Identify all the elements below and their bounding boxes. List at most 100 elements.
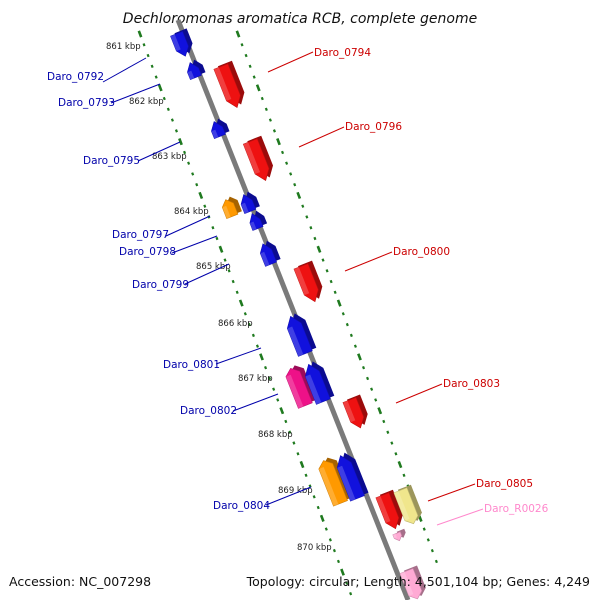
gene-daro-0802b xyxy=(304,361,335,405)
gene-daro-0793-highlight xyxy=(187,70,195,80)
gene-label-daro-0796[interactable]: Daro_0796 xyxy=(345,121,402,133)
gene-daro-r0026 xyxy=(393,484,422,525)
gene-bottom-pink-highlight xyxy=(400,571,414,596)
gene-label-daro-0793[interactable]: Daro_0793 xyxy=(58,97,115,109)
kbp-scale: 861 kbp 862 kbp 863 kbp 864 kbp 865 kbp 866 k… xyxy=(106,42,332,553)
gene-daro-0792-highlight xyxy=(170,34,181,52)
inner-track-tick xyxy=(319,514,325,522)
gene-daro-0800 xyxy=(293,260,323,303)
gene-daro-0805-highlight xyxy=(375,496,391,523)
kbp-label: 870 kbp xyxy=(297,543,332,553)
inner-track-tick xyxy=(255,344,259,348)
inner-track-tick xyxy=(272,387,276,391)
gene-daro-0804b-highlight xyxy=(337,465,356,502)
outer-track-tick xyxy=(361,365,366,370)
inner-track-tick xyxy=(195,182,199,187)
gene-label-daro-0804[interactable]: Daro_0804 xyxy=(213,500,270,512)
outer-track-tick xyxy=(422,527,426,531)
gene-label-daro-0794[interactable]: Daro_0794 xyxy=(314,47,371,59)
outer-track-tick xyxy=(341,312,345,316)
gene-daro-0792 xyxy=(170,28,193,57)
map-title: Dechloromonas aromatica RCB, complete ge… xyxy=(123,11,477,27)
gene-daro-0803 xyxy=(342,394,368,429)
gene-label-daro-0792[interactable]: Daro_0792 xyxy=(47,71,104,83)
outer-track-tick xyxy=(386,430,390,434)
leader-daro-0799 xyxy=(184,263,230,285)
gene-daro-0800-highlight xyxy=(294,267,310,296)
outer-track-tick xyxy=(276,138,281,146)
outer-track-tick xyxy=(235,30,241,38)
inner-track-tick xyxy=(154,75,158,79)
outer-track-tick xyxy=(382,419,386,424)
leader-daro-0796 xyxy=(298,126,345,148)
gene-label-daro-0801[interactable]: Daro_0801 xyxy=(163,359,220,371)
inner-track-tick xyxy=(218,245,224,253)
inner-track-tick xyxy=(316,505,320,510)
outer-track-tick xyxy=(293,182,297,187)
gene-label-daro-0799[interactable]: Daro_0799 xyxy=(132,279,189,291)
inner-track-tick xyxy=(191,172,195,176)
gene-label-daro-r0026[interactable]: Daro_R0026 xyxy=(484,503,549,515)
inner-track-tick xyxy=(324,527,328,531)
outer-track-tick xyxy=(272,129,276,133)
inner-track-tick xyxy=(288,430,292,434)
inner-track-tick xyxy=(276,398,280,402)
inner-track-tick xyxy=(251,333,255,338)
inner-track-tick xyxy=(187,161,191,165)
inner-track-tick xyxy=(349,591,353,596)
leader-daro-0793 xyxy=(110,83,161,104)
gene-label-daro-0798[interactable]: Daro_0798 xyxy=(119,246,176,258)
outer-track-tick xyxy=(374,398,378,402)
outer-track-tick xyxy=(301,204,305,208)
outer-track-tick xyxy=(426,538,430,542)
outer-track-tick xyxy=(366,376,370,381)
kbp-label: 868 kbp xyxy=(258,430,293,440)
leader-daro-0795 xyxy=(137,141,181,162)
inner-track-tick xyxy=(183,150,187,155)
gene-daro-0804b xyxy=(336,452,369,502)
outer-track-tick xyxy=(255,84,261,92)
gene-label-daro-0802[interactable]: Daro_0802 xyxy=(180,405,237,417)
outer-track-tick xyxy=(313,236,317,241)
inner-track-tick xyxy=(312,495,316,499)
outer-track-tick xyxy=(285,161,289,165)
outer-tick-track xyxy=(235,30,438,564)
inner-track-tick xyxy=(157,84,163,92)
leader-daro-0803 xyxy=(395,383,443,404)
gene-labels: Daro_0792 Daro_0793 Daro_0794 Daro_0795 Daro… xyxy=(47,47,549,515)
kbp-label: 862 kbp xyxy=(129,97,164,107)
outer-track-tick xyxy=(370,387,374,391)
gene-daro-0802a xyxy=(285,365,317,409)
outer-track-tick xyxy=(268,118,272,122)
inner-track-tick xyxy=(211,226,215,230)
inner-track-tick xyxy=(231,279,235,284)
outer-track-tick xyxy=(252,75,256,79)
outer-track-tick xyxy=(260,96,264,101)
gene-label-daro-0805[interactable]: Daro_0805 xyxy=(476,478,533,490)
gene-label-daro-0800[interactable]: Daro_0800 xyxy=(393,246,450,258)
gene-daro-0796-highlight xyxy=(243,142,260,174)
kbp-label: 864 kbp xyxy=(174,207,209,217)
inner-track-tick xyxy=(304,473,308,477)
inner-track-tick xyxy=(299,460,305,469)
outer-track-tick xyxy=(264,107,268,112)
inner-track-tick xyxy=(166,107,170,112)
outer-track-tick xyxy=(240,43,244,47)
inner-track-tick xyxy=(174,129,178,133)
inner-track-tick xyxy=(268,376,272,381)
outer-track-tick xyxy=(394,452,398,456)
inner-track-tick xyxy=(292,441,296,445)
kbp-label: 867 kbp xyxy=(238,374,273,384)
gene-label-daro-0803[interactable]: Daro_0803 xyxy=(443,378,500,390)
gene-label-daro-0797[interactable]: Daro_0797 xyxy=(112,229,169,241)
inner-track-tick xyxy=(332,548,336,553)
gene-label-daro-0795[interactable]: Daro_0795 xyxy=(83,155,140,167)
outer-track-tick xyxy=(430,548,434,553)
inner-track-tick xyxy=(215,236,219,241)
inner-track-tick xyxy=(137,30,143,38)
gene-daro-0798-highlight xyxy=(241,202,249,214)
leader-daro-0797 xyxy=(165,215,211,237)
accession-text: Accession: NC_007298 xyxy=(9,574,151,589)
inner-track-tick xyxy=(296,452,300,456)
